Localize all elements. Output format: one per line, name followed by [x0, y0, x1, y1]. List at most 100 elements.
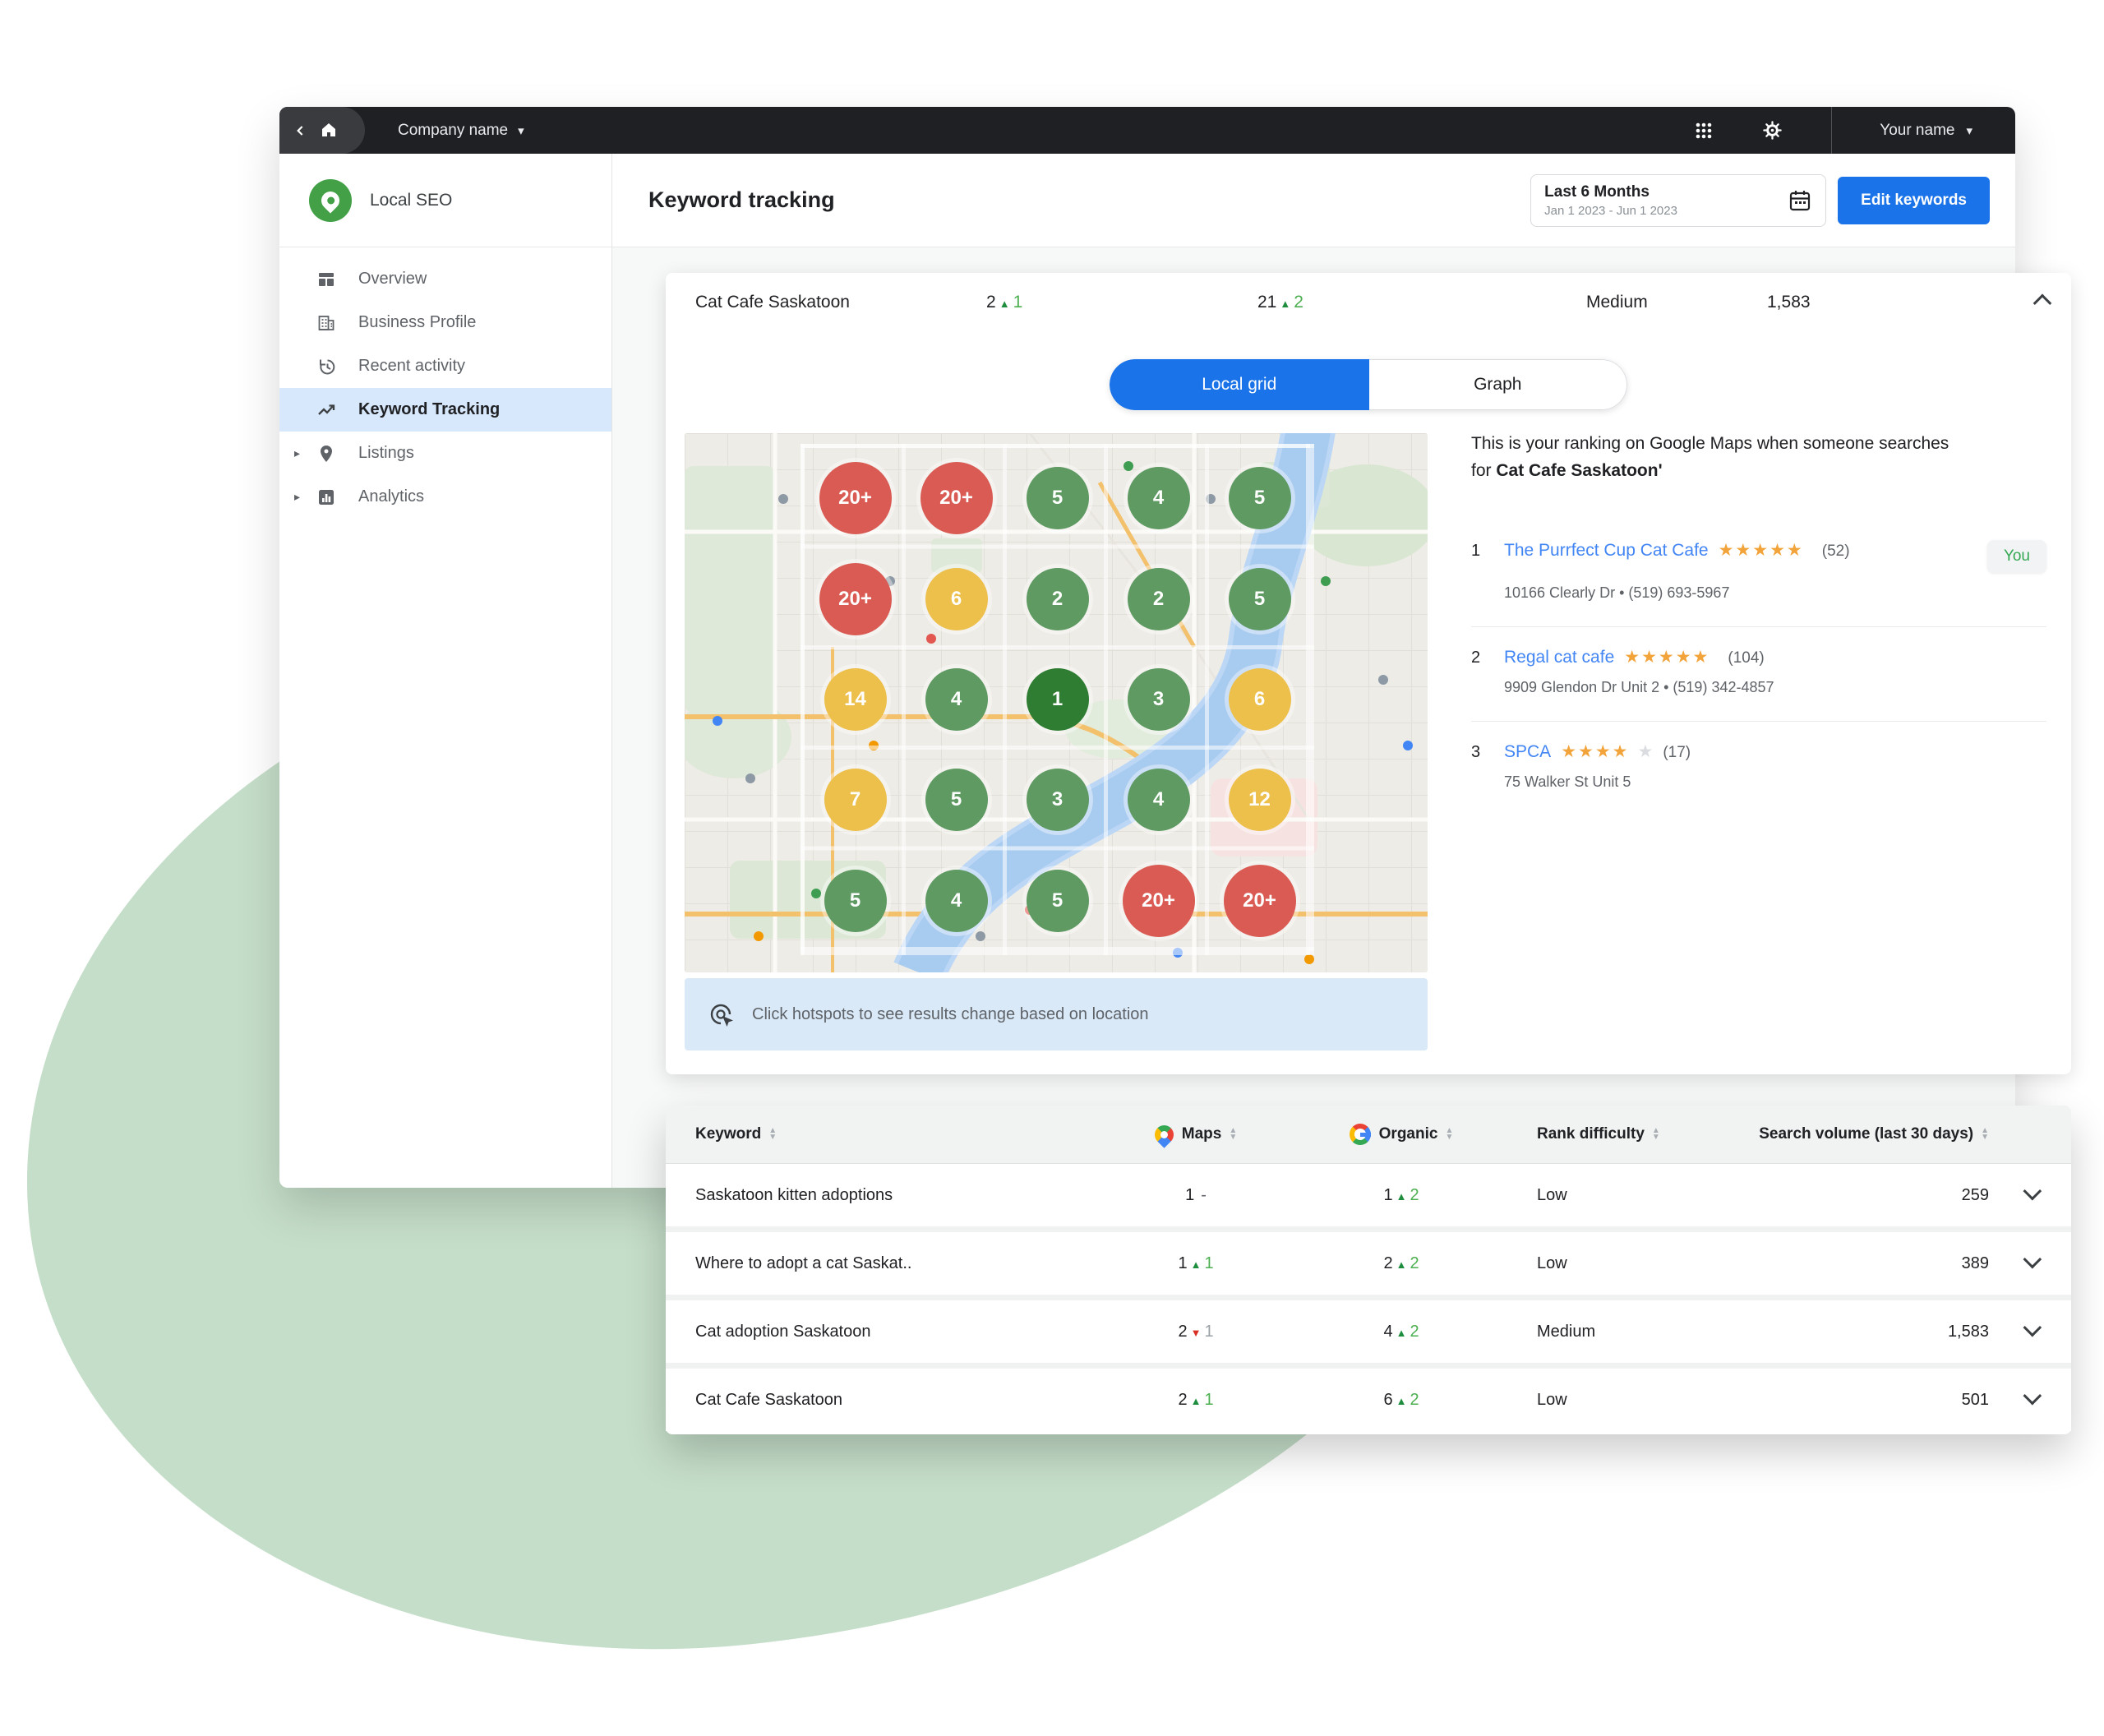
sidebar-item-overview[interactable]: Overview: [279, 257, 611, 301]
sidebar-item-business-profile[interactable]: Business Profile: [279, 301, 611, 344]
apps-grid-icon[interactable]: [1694, 121, 1714, 141]
analytics-icon: [316, 487, 337, 508]
sidebar-item-listings[interactable]: ▸ Listings: [279, 432, 611, 475]
expand-caret-icon[interactable]: ▸: [294, 446, 301, 459]
grid-hotspot[interactable]: 4: [1127, 769, 1190, 832]
column-header-maps[interactable]: Maps: [1093, 1120, 1299, 1148]
column-header-volume[interactable]: Search volume (last 30 days): [1718, 1125, 1989, 1143]
expand-row-chevron-icon[interactable]: [1989, 1181, 2071, 1205]
brand-label: Local SEO: [370, 190, 453, 210]
home-icon[interactable]: [319, 121, 339, 141]
sidebar-item-analytics[interactable]: ▸ Analytics: [279, 475, 611, 519]
rank-number: 2: [1471, 649, 1481, 667]
google-g-icon: [1349, 1124, 1371, 1145]
rank-number: 3: [1471, 743, 1481, 762]
cell-maps-rank: 2 ▼ 1: [1178, 1322, 1214, 1341]
grid-hotspot[interactable]: 14: [824, 667, 887, 731]
grid-hotspot[interactable]: 1: [1026, 667, 1089, 731]
sort-icon: [1229, 1128, 1237, 1141]
expand-row-chevron-icon[interactable]: [1989, 1318, 2071, 1341]
business-link[interactable]: SPCA: [1504, 742, 1552, 762]
grid-hotspot[interactable]: 20+: [819, 462, 892, 535]
grid-hotspot[interactable]: 5: [1026, 869, 1089, 932]
google-maps-pin-icon: [1150, 1120, 1178, 1148]
business-link[interactable]: The Purrfect Cup Cat Cafe: [1504, 541, 1709, 561]
calendar-icon: [1788, 188, 1812, 213]
expand-caret-icon[interactable]: ▸: [294, 490, 301, 503]
back-chevron-icon[interactable]: [293, 122, 309, 139]
table-row: Cat adoption Saskatoon 2 ▼ 1 4 ▲ 2 Medium 1,…: [666, 1295, 2071, 1363]
sidebar-item-label: Recent activity: [358, 357, 466, 375]
grid-hotspot[interactable]: 4: [925, 667, 988, 731]
sidebar-item-recent-activity[interactable]: Recent activity: [279, 344, 611, 388]
grid-hotspot[interactable]: 7: [824, 769, 887, 832]
local-grid-map[interactable]: 20+ 20+ 5 4 5 20+ 6 2 2 5 14 4 1 3 6 7 5: [685, 433, 1428, 972]
collapse-chevron-icon[interactable]: [2032, 293, 2052, 313]
cell-organic-rank: 1 ▲ 2: [1383, 1185, 1419, 1204]
overview-icon: [316, 269, 337, 290]
expand-row-chevron-icon[interactable]: [1989, 1386, 2071, 1410]
grid-hotspot[interactable]: 3: [1026, 769, 1089, 832]
user-menu[interactable]: Your name ▾: [1880, 122, 2015, 140]
grid-hotspot[interactable]: 4: [925, 869, 988, 932]
cell-keyword: Where to adopt a cat Saskat..: [695, 1254, 912, 1272]
keywords-table-card: Keyword Maps Organic Rank difficulty Sea…: [666, 1106, 2071, 1434]
grid-hotspot[interactable]: 5: [925, 769, 988, 832]
topbar: Company name ▾: [279, 107, 2015, 154]
grid-hotspot[interactable]: 5: [1228, 567, 1291, 630]
grid-hotspot[interactable]: 20+: [819, 562, 892, 635]
date-range-selector[interactable]: Last 6 Months Jan 1 2023 - Jun 1 2023: [1530, 173, 1827, 227]
chevron-down-icon: ▾: [1966, 123, 1972, 138]
star-rating-icon: ★★★★★: [1718, 541, 1804, 561]
grid-hotspot[interactable]: 3: [1127, 667, 1190, 731]
sidebar-item-label: Analytics: [358, 487, 425, 506]
grid-hotspot[interactable]: 6: [1228, 667, 1291, 731]
grid-hotspot[interactable]: 5: [1228, 467, 1291, 530]
summary-maps-rank: 2 ▲ 1: [986, 293, 1023, 312]
view-tabs: Local grid Graph: [1110, 359, 1627, 410]
date-range-sub: Jan 1 2023 - Jun 1 2023: [1544, 203, 1677, 218]
cell-organic-rank: 6 ▲ 2: [1383, 1390, 1419, 1409]
settings-gear-icon[interactable]: [1761, 119, 1783, 141]
grid-hotspot[interactable]: 5: [824, 869, 887, 932]
grid-hotspot[interactable]: 6: [925, 567, 988, 630]
grid-hotspot[interactable]: 5: [1026, 467, 1089, 530]
column-header-difficulty[interactable]: Rank difficulty: [1504, 1125, 1718, 1143]
listings-pin-icon: [316, 443, 337, 464]
expand-row-chevron-icon[interactable]: [1989, 1249, 2071, 1273]
rank-number: 1: [1471, 542, 1481, 561]
sidebar-item-keyword-tracking[interactable]: Keyword Tracking: [279, 388, 611, 432]
cell-volume: 501: [1961, 1390, 1989, 1409]
grid-hotspot[interactable]: 20+: [1122, 864, 1195, 937]
column-header-keyword[interactable]: Keyword: [666, 1125, 1093, 1143]
grid-hotspot[interactable]: 20+: [1223, 864, 1296, 937]
table-header: Keyword Maps Organic Rank difficulty Sea…: [666, 1106, 2071, 1164]
grid-hotspot[interactable]: 20+: [920, 462, 993, 535]
star-rating-icon: ★★★★: [1561, 742, 1630, 762]
tab-graph[interactable]: Graph: [1368, 359, 1627, 410]
ranking-item: 1 The Purrfect Cup Cat Cafe ★★★★★ (52) Y…: [1471, 520, 2046, 628]
grid-hotspot[interactable]: 4: [1127, 467, 1190, 530]
page-title: Keyword tracking: [648, 187, 835, 212]
main-header: Keyword tracking Last 6 Months Jan 1 202…: [612, 154, 2015, 247]
sidebar-item-label: Keyword Tracking: [358, 400, 501, 418]
grid-hotspot[interactable]: 12: [1228, 769, 1291, 832]
column-header-organic[interactable]: Organic: [1299, 1124, 1504, 1145]
tab-local-grid[interactable]: Local grid: [1110, 359, 1369, 410]
home-pill: [279, 107, 365, 154]
cell-organic-rank: 2 ▲ 2: [1383, 1254, 1419, 1272]
cell-volume: 1,583: [1947, 1322, 1989, 1341]
table-row: Where to adopt a cat Saskat.. 1 ▲ 1 2 ▲ 2 Lo…: [666, 1226, 2071, 1295]
grid-hotspot[interactable]: 2: [1026, 567, 1089, 630]
sidebar-menu: Overview Business Profile Recent activit…: [279, 247, 611, 519]
edit-keywords-button[interactable]: Edit keywords: [1838, 176, 1990, 224]
business-profile-icon: [316, 312, 337, 334]
date-range-label: Last 6 Months: [1544, 182, 1650, 201]
ranking-item: 2 Regal cat cafe ★★★★★ (104) 9909 Glendo…: [1471, 627, 2046, 723]
sort-icon: [768, 1128, 777, 1141]
grid-hotspot[interactable]: 2: [1127, 567, 1190, 630]
business-link[interactable]: Regal cat cafe: [1504, 648, 1615, 667]
company-switcher[interactable]: Company name ▾: [398, 122, 524, 140]
table-row: Cat Cafe Saskatoon 2 ▲ 1 6 ▲ 2 Low 501: [666, 1363, 2071, 1431]
